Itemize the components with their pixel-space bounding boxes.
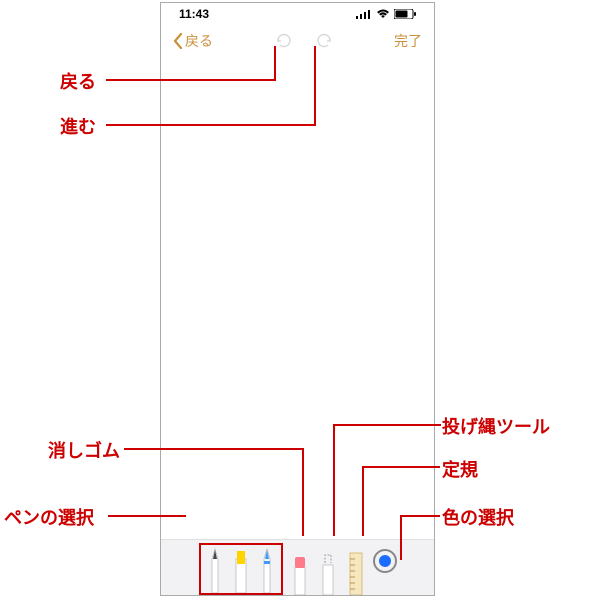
redo-button[interactable] <box>314 31 334 51</box>
line-eraser-h <box>124 448 304 450</box>
battery-icon <box>394 9 416 19</box>
markup-toolbar <box>161 539 434 595</box>
pen-selection-group <box>199 543 283 595</box>
ruler-tool[interactable] <box>345 547 367 595</box>
eraser-tool[interactable] <box>289 547 311 595</box>
annotation-undo-label: 戻る <box>60 68 96 94</box>
annotation-lasso-label: 投げ縄ツール <box>442 413 550 439</box>
line-pen-h <box>108 515 186 517</box>
done-button[interactable]: 完了 <box>394 31 422 51</box>
line-color-h <box>400 515 440 517</box>
annotation-color-label: 色の選択 <box>442 504 514 530</box>
annotation-redo-label: 進む <box>60 113 96 139</box>
chevron-left-icon <box>173 33 183 49</box>
nav-bar: 戻る 完了 <box>161 25 434 57</box>
line-redo-h <box>106 124 316 126</box>
undo-button[interactable] <box>274 31 294 51</box>
lasso-tool[interactable] <box>317 547 339 595</box>
back-label: 戻る <box>185 31 213 51</box>
line-ruler-v <box>362 466 364 536</box>
line-undo-v <box>274 46 276 81</box>
status-bar: 11:43 <box>161 3 434 25</box>
done-label: 完了 <box>394 33 422 49</box>
phone-frame: 11:43 戻る 完了 <box>160 2 435 596</box>
line-lasso-v <box>333 424 335 536</box>
back-button[interactable]: 戻る <box>173 31 213 51</box>
line-eraser-v <box>302 448 304 536</box>
wifi-icon <box>376 9 390 19</box>
annotation-eraser-label: 消しゴム <box>48 437 120 463</box>
signal-icon <box>356 9 372 19</box>
line-color-v <box>400 515 402 560</box>
undo-icon <box>274 31 294 51</box>
redo-icon <box>314 31 334 51</box>
pencil-tool[interactable] <box>256 545 278 593</box>
line-redo-v <box>314 46 316 126</box>
pen-tool[interactable] <box>204 545 226 593</box>
status-time: 11:43 <box>179 7 209 21</box>
color-picker[interactable] <box>373 549 397 573</box>
status-indicators <box>356 9 416 19</box>
line-ruler-h <box>362 466 440 468</box>
annotation-ruler-label: 定規 <box>442 456 478 482</box>
line-lasso-h <box>333 424 441 426</box>
annotation-pen-label: ペンの選択 <box>4 504 94 530</box>
undo-redo-group <box>274 31 334 51</box>
marker-tool[interactable] <box>230 545 252 593</box>
line-undo-h <box>106 79 276 81</box>
